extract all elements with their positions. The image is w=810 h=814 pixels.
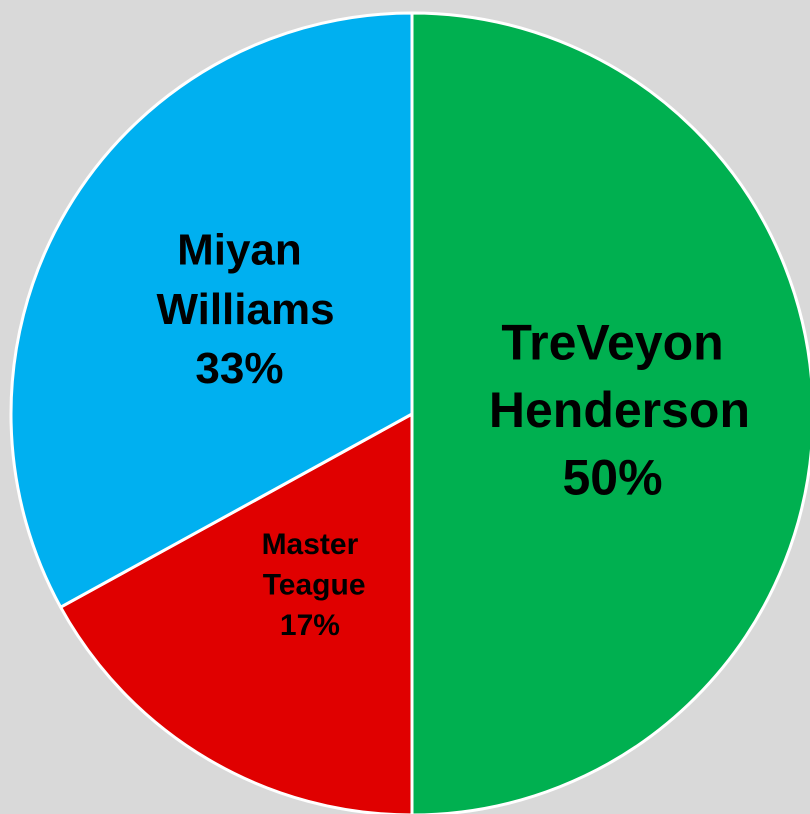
slice-label-line: Master: [262, 528, 359, 561]
value-label: 50%: [562, 450, 662, 506]
pie-slice: [9, 11, 414, 609]
slice-label: Master Teague: [254, 528, 365, 602]
pie-slice: [410, 11, 810, 814]
value-label: 33%: [195, 344, 283, 393]
slice-label-line: Miyan: [177, 225, 302, 274]
pie-slice: [59, 412, 414, 814]
slice-label-line: Williams: [144, 285, 334, 334]
slice-label: Miyan Williams: [144, 225, 334, 333]
value-label: 17%: [280, 609, 340, 642]
slice-label: TreVeyon Henderson: [475, 315, 750, 439]
slice-label-line: TreVeyon: [501, 315, 723, 371]
slice-label-line: Henderson: [475, 382, 750, 438]
slice-label-line: Teague: [254, 569, 365, 602]
